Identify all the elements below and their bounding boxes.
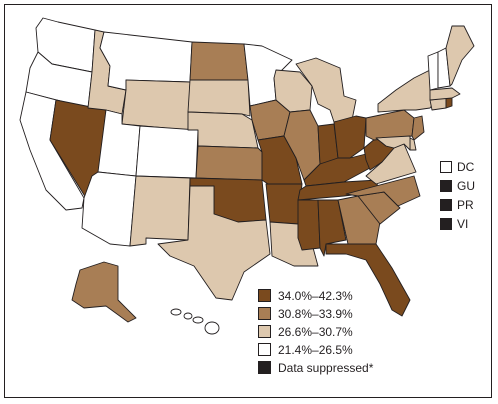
state-de [409, 137, 417, 151]
legend-swatch [258, 325, 271, 338]
state-ny [377, 69, 437, 113]
state-ar [265, 183, 303, 225]
state-sd [187, 79, 251, 117]
state-me [445, 25, 475, 87]
legend-swatch [258, 307, 271, 320]
state-ga [337, 195, 381, 245]
legend-label: 21.4%–26.5% [278, 342, 353, 357]
legend-label: 30.8%–33.9% [278, 306, 353, 321]
territory-gu: GU [440, 177, 475, 194]
state-md [375, 135, 411, 151]
territory-label: GU [457, 178, 475, 193]
territory-dc: DC [440, 158, 475, 175]
state-ms [297, 199, 321, 251]
legend-item: 30.8%–33.9% [258, 305, 373, 322]
state-hi [170, 308, 220, 335]
state-tx [157, 185, 271, 301]
state-ak [71, 261, 137, 323]
state-ks [195, 145, 263, 181]
territory-swatch [440, 160, 452, 173]
territory-legend: DC GU PR VI [440, 158, 475, 234]
legend-swatch [258, 361, 271, 374]
territory-swatch [440, 198, 452, 211]
territory-label: PR [457, 197, 474, 212]
territory-vi: VI [440, 215, 475, 232]
map-legend: 34.0%–42.3% 30.8%–33.9% 26.6%–30.7% 21.4… [258, 287, 373, 377]
legend-item: 26.6%–30.7% [258, 323, 373, 340]
territory-swatch [440, 179, 452, 192]
state-ri [445, 97, 453, 109]
state-nj [411, 115, 425, 141]
state-nm [129, 175, 191, 247]
legend-item: 21.4%–26.5% [258, 341, 373, 358]
state-nc [345, 175, 421, 207]
state-fl [325, 243, 411, 317]
legend-item: 34.0%–42.3% [258, 287, 373, 304]
territory-pr: PR [440, 196, 475, 213]
territory-swatch [440, 217, 452, 230]
territory-label: DC [457, 159, 475, 174]
state-vt [427, 51, 439, 91]
state-co [135, 125, 199, 179]
state-az [81, 171, 137, 247]
state-ne [187, 111, 259, 149]
state-pa [365, 109, 415, 141]
legend-swatch [258, 289, 271, 302]
territory-label: VI [457, 216, 469, 231]
legend-label: 34.0%–42.3% [278, 288, 353, 303]
state-oh [333, 115, 367, 159]
legend-label: Data suppressed* [278, 360, 374, 375]
state-ma [429, 87, 461, 101]
legend-swatch [258, 343, 271, 356]
legend-label: 26.6%–30.7% [278, 324, 353, 339]
state-nd [189, 41, 249, 81]
state-wy [121, 79, 191, 131]
legend-item: Data suppressed* [258, 359, 373, 376]
